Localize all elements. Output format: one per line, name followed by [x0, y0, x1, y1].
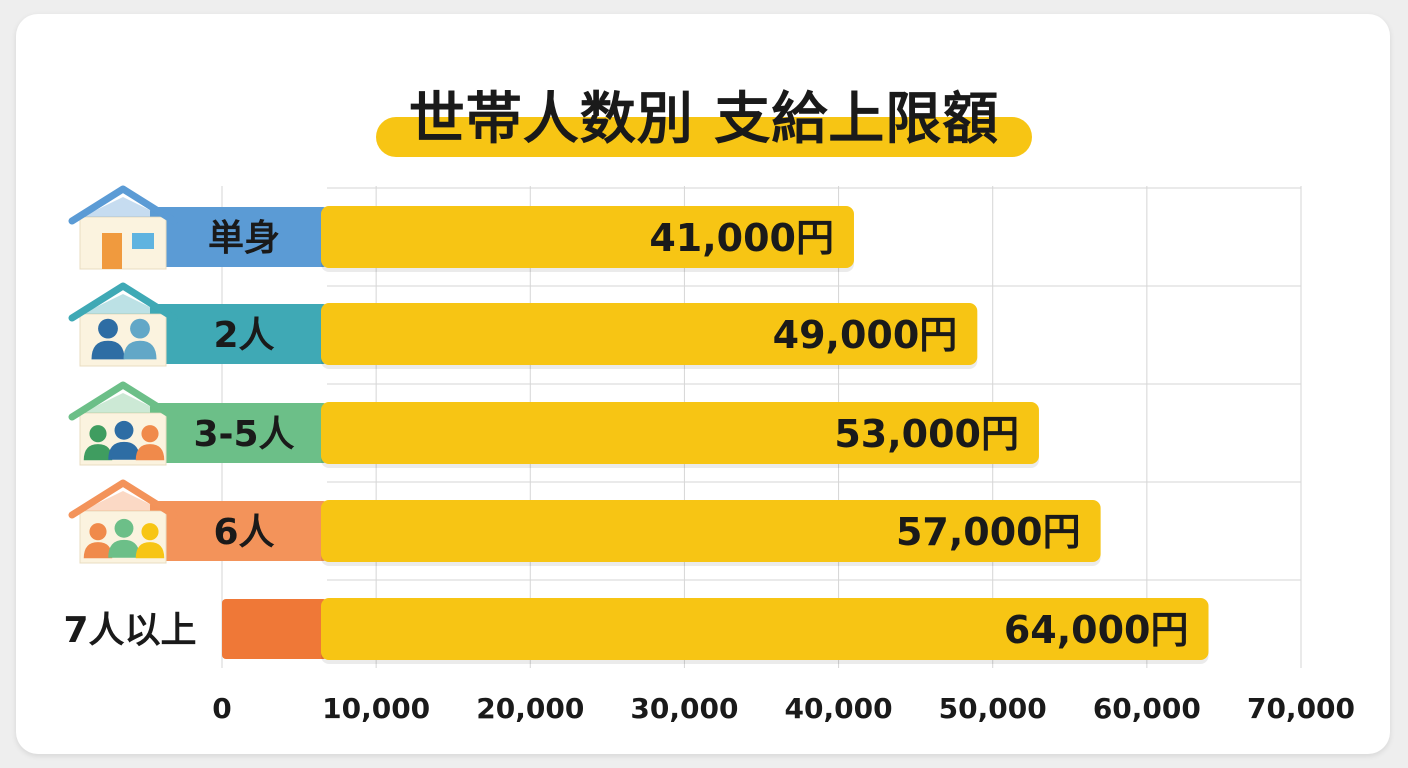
- chart-title-block: 世帯人数別 支給上限額: [376, 84, 1032, 157]
- value-bar: [321, 500, 1101, 562]
- x-tick-label: 0: [212, 692, 231, 725]
- value-bar: [321, 402, 1039, 464]
- category-label: 2人: [213, 315, 274, 356]
- category-label-box: [150, 501, 327, 561]
- data-label: 53,000円: [834, 412, 1019, 456]
- category-label: 3-5人: [193, 414, 294, 455]
- x-tick-label: 30,000: [630, 692, 738, 725]
- category-label: 単身: [208, 218, 280, 259]
- data-label: 41,000円: [649, 216, 834, 260]
- x-tick-label: 70,000: [1247, 692, 1355, 725]
- data-label: 64,000円: [1004, 608, 1189, 652]
- value-bar: [321, 598, 1209, 660]
- data-label: 57,000円: [896, 510, 1081, 554]
- x-tick-label: 20,000: [476, 692, 584, 725]
- category-label-box: [150, 304, 327, 364]
- house-single-icon: [68, 185, 178, 270]
- bar-row: 2人 49,000円: [150, 303, 978, 369]
- title-highlight: [376, 117, 1032, 157]
- category-label-box: [222, 599, 327, 659]
- x-tick-label: 50,000: [939, 692, 1047, 725]
- data-label: 49,000円: [773, 313, 958, 357]
- bar-row: 3-5人 53,000円: [150, 402, 1039, 468]
- category-label: 6人: [213, 512, 274, 553]
- bar-row: 6人 57,000円: [150, 500, 1101, 566]
- chart-title: 世帯人数別 支給上限額: [408, 87, 1000, 152]
- bar-row: 7人以上 64,000円: [63, 598, 1209, 664]
- house-family-icon: [68, 381, 178, 466]
- category-label-box: [150, 403, 327, 463]
- house-two-people-icon: [68, 282, 178, 367]
- category-label: 7人以上: [63, 610, 196, 651]
- x-tick-label: 10,000: [322, 692, 430, 725]
- value-bar: [321, 303, 978, 365]
- x-tick-label: 40,000: [785, 692, 893, 725]
- bar-row: 単身 41,000円: [150, 206, 854, 272]
- x-tick-label: 60,000: [1093, 692, 1201, 725]
- category-label-box: [150, 207, 327, 267]
- house-large-family-icon: [68, 479, 178, 564]
- value-bar: [321, 206, 854, 268]
